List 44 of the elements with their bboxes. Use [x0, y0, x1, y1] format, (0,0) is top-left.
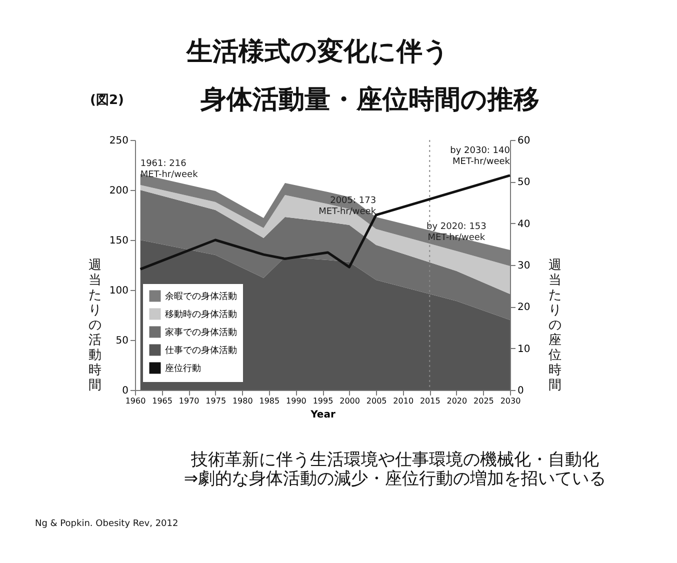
text: 技術革新に伴う生活環境や仕事環境の機械化・自動化 ⇒劇的な身体活動の減少・座位行動の増加を招いている: [184, 450, 606, 489]
annotation: by 2030: 140 MET-hr/week: [450, 146, 511, 167]
text: Ng & Popkin. Obesity Rev, 2012: [35, 519, 178, 529]
x-axis-title: Year: [310, 410, 336, 420]
legend-label: 仕事での身体活動: [165, 345, 237, 356]
x-tick-label: 1975: [206, 396, 226, 406]
x-tick-label: 2010: [393, 396, 414, 406]
y2-tick-label: 40: [518, 218, 530, 230]
x-tick-label: 2000: [340, 396, 360, 406]
annotation: 1961: 216 MET-hr/week: [140, 159, 199, 180]
x-tick-label: 1990: [286, 396, 306, 406]
x-tick-label: 2005: [366, 396, 387, 406]
y2-tick-label: 30: [518, 260, 530, 272]
text: 週当たりの活動時間: [88, 258, 102, 393]
text: 週当たりの座位時間: [548, 258, 562, 393]
x-tick-label: 2025: [474, 396, 494, 406]
legend-label: 家事での身体活動: [165, 327, 237, 338]
x-tick-label: 1965: [152, 396, 172, 406]
y2-tick-label: 60: [518, 136, 530, 146]
legend-label: 移動時の身体活動: [165, 309, 237, 320]
x-tick-label: 1970: [178, 396, 200, 406]
y2-tick-label: 50: [518, 177, 530, 188]
x-tick-label: 2015: [420, 396, 440, 406]
y-tick-label: 150: [109, 236, 128, 246]
x-tick-label: 1980: [232, 396, 253, 406]
chart-title: 生活様式の変化に伴う: [186, 37, 450, 67]
y-tick-label: 50: [116, 336, 128, 346]
y-tick-label: 100: [109, 286, 128, 296]
legend-label: 余暇での身体活動: [165, 291, 237, 302]
x-tick-label: 1985: [259, 396, 280, 406]
text: (図2): [90, 93, 124, 108]
y2-tick-label: 0: [518, 386, 524, 396]
x-tick-label: 2030: [500, 396, 521, 406]
annotation: 2005: 173 MET-hr/week: [318, 196, 377, 217]
y-tick-label: 0: [122, 386, 128, 396]
chart-subtitle: 身体活動量・座位時間の推移: [200, 85, 540, 115]
legend-label: 座位行動: [165, 363, 201, 374]
y-tick-label: 250: [109, 136, 128, 146]
y2-tick-label: 10: [518, 344, 530, 355]
y-tick-label: 200: [109, 186, 128, 196]
x-tick-label: 1995: [312, 396, 334, 406]
x-tick-label: 2020: [446, 396, 468, 406]
x-tick-label: 1960: [125, 396, 146, 406]
y2-tick-label: 20: [518, 302, 530, 314]
